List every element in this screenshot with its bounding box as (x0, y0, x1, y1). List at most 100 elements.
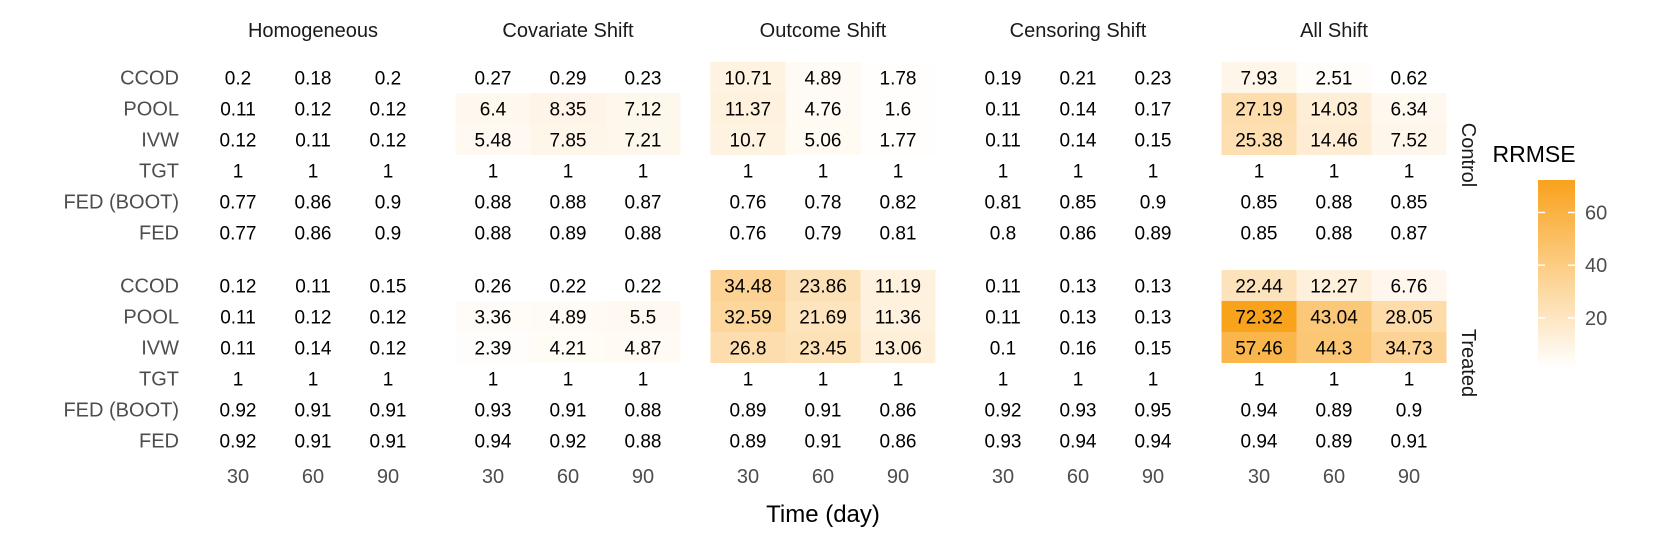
heatmap-cell (530, 394, 606, 425)
legend-tick-label: 40 (1585, 255, 1607, 277)
cell-value-label: 57.46 (1235, 339, 1283, 360)
heatmap-cell (605, 425, 681, 456)
cell-value-label: 0.15 (1135, 131, 1172, 152)
heatmap-cell (350, 93, 426, 124)
cell-value-label: 43.04 (1310, 308, 1358, 329)
heatmap-cell (965, 217, 1041, 248)
cell-value-label: 1 (563, 162, 574, 183)
cell-value-label: 44.3 (1316, 339, 1353, 360)
heatmap-cell (710, 186, 786, 217)
cell-value-label: 0.19 (985, 69, 1022, 90)
heatmap-cell (860, 186, 936, 217)
heatmap-cell (965, 425, 1041, 456)
heatmap-cell (200, 301, 276, 332)
cell-value-label: 7.93 (1241, 69, 1278, 90)
cell-value-label: 0.11 (295, 277, 331, 298)
heatmap-cell (1040, 425, 1116, 456)
heatmap-cell (275, 186, 351, 217)
cell-value-label: 27.19 (1235, 100, 1283, 121)
heatmap-cell (860, 394, 936, 425)
heatmap-cell (710, 363, 786, 394)
cell-value-label: 0.88 (1316, 193, 1353, 214)
row-label: IVW (141, 130, 179, 152)
cell-value-label: 6.4 (480, 100, 507, 121)
cell-value-label: 0.89 (730, 401, 767, 422)
x-tick-label: 60 (1067, 466, 1089, 488)
heatmap-cell (530, 425, 606, 456)
heatmap-cell (350, 301, 426, 332)
legend-ticks: 60 40 20 (1538, 202, 1607, 330)
cell-value-label: 0.89 (1135, 224, 1172, 245)
cell-value-label: 0.91 (370, 432, 407, 453)
cell-value-label: 0.21 (1060, 69, 1097, 90)
cell-value-label: 7.52 (1391, 131, 1428, 152)
cell-value-label: 5.48 (475, 131, 512, 152)
heatmap-cell (1371, 425, 1447, 456)
cell-value-label: 28.05 (1385, 308, 1433, 329)
heatmap-cell (785, 124, 861, 155)
x-tick-label: 30 (992, 466, 1014, 488)
cell-value-label: 1 (1404, 370, 1415, 391)
x-axis-title: Time (day) (766, 501, 880, 528)
heatmap-cell (530, 217, 606, 248)
cell-value-label: 1 (1148, 162, 1159, 183)
heatmap-cell (275, 124, 351, 155)
heatmap-cell (785, 425, 861, 456)
heatmap-cell (275, 425, 351, 456)
x-tick-label: 30 (1248, 466, 1270, 488)
cell-value-label: 4.87 (625, 339, 662, 360)
cell-value-label: 0.11 (985, 131, 1021, 152)
cell-value-label: 0.13 (1135, 308, 1172, 329)
cell-value-label: 25.38 (1235, 131, 1283, 152)
heatmap-cell (1040, 301, 1116, 332)
heatmap-cell (1296, 155, 1372, 186)
heatmap-cell (785, 363, 861, 394)
cell-value-label: 0.11 (985, 100, 1021, 121)
cell-value-label: 0.91 (295, 401, 332, 422)
heatmap-cell (605, 363, 681, 394)
cell-value-label: 0.11 (220, 100, 256, 121)
panel-title: Outcome Shift (760, 20, 887, 42)
cell-value-label: 0.11 (220, 339, 256, 360)
cell-value-label: 1 (638, 162, 649, 183)
row-label: CCOD (120, 276, 179, 298)
cell-value-label: 1 (1329, 370, 1340, 391)
cell-value-label: 0.9 (375, 193, 401, 214)
legend-colorbar (1538, 180, 1575, 368)
heatmap-cell (530, 93, 606, 124)
heatmap-cell (710, 394, 786, 425)
cell-value-label: 0.88 (625, 432, 662, 453)
cell-value-label: 6.34 (1391, 100, 1428, 121)
row-label: IVW (141, 338, 179, 360)
heatmap-cell (350, 124, 426, 155)
cell-value-label: 0.86 (295, 193, 332, 214)
cell-value-label: 4.89 (550, 308, 587, 329)
heatmap-cell (1040, 394, 1116, 425)
cell-value-label: 0.89 (1316, 432, 1353, 453)
row-label: FED (139, 431, 179, 453)
cell-value-label: 26.8 (730, 339, 767, 360)
heatmap-cell (860, 270, 936, 301)
legend-title: RRMSE (1492, 141, 1575, 167)
panel-title: Censoring Shift (1010, 20, 1147, 42)
cell-value-label: 0.87 (1391, 224, 1428, 245)
heatmap-cell (530, 332, 606, 363)
heatmap-cell (1371, 186, 1447, 217)
cell-value-label: 1 (893, 162, 904, 183)
heatmap-cell (1296, 332, 1372, 363)
heatmap-cell (1371, 124, 1447, 155)
cell-value-label: 0.92 (985, 401, 1022, 422)
heatmap-cell (605, 155, 681, 186)
heatmap-labels: Homogeneous Covariate Shift Outcome Shift C… (63, 20, 1479, 488)
cell-value-label: 0.86 (1060, 224, 1097, 245)
heatmap-cell (1115, 155, 1191, 186)
x-tick-label: 90 (887, 466, 909, 488)
heatmap-cell (605, 270, 681, 301)
cell-value-label: 1 (488, 370, 499, 391)
cell-value-label: 1 (308, 370, 319, 391)
heatmap-cell (200, 217, 276, 248)
x-tick-label: 90 (377, 466, 399, 488)
cell-value-label: 0.92 (550, 432, 587, 453)
heatmap-cell (785, 93, 861, 124)
